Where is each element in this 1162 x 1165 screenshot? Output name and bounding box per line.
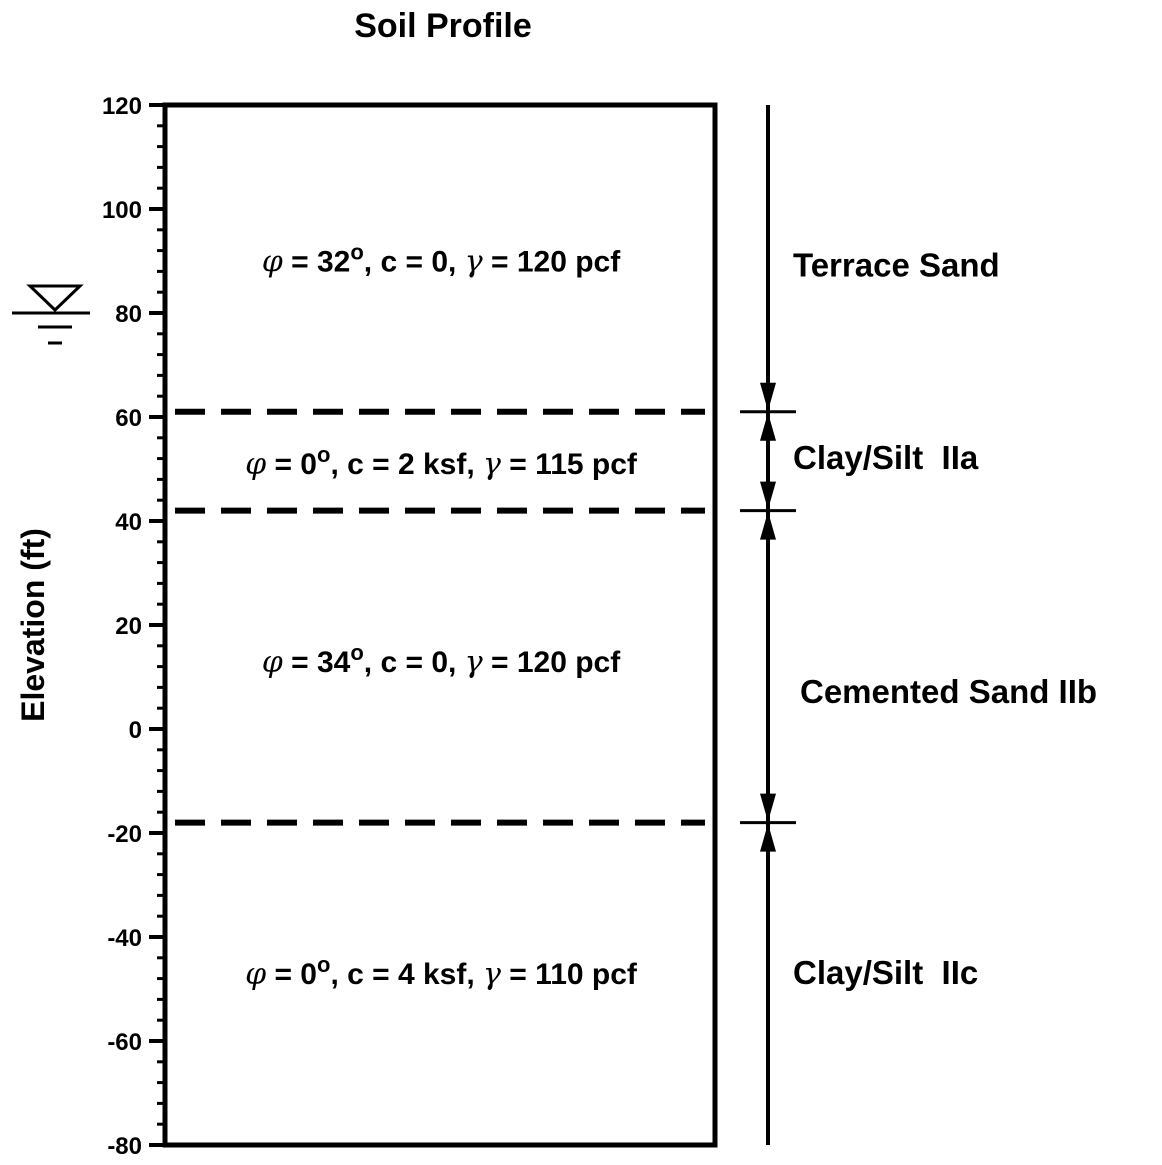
arrowhead (760, 382, 776, 411)
tick-label: -20 (107, 821, 142, 848)
greek-symbol: γ (483, 957, 501, 992)
layer-properties: φ = 0o, c = 4 ksf, γ = 110 pcf (245, 952, 638, 992)
degree-mark: o (317, 442, 330, 467)
degree-mark: o (317, 952, 330, 977)
property-text: , c = 0, (364, 245, 465, 278)
property-text: = 0 (266, 448, 317, 481)
arrowhead (760, 793, 776, 822)
layer-properties: φ = 32o, c = 0, γ = 120 pcf (262, 239, 621, 279)
y-axis-label: Elevation (ft) (15, 528, 51, 722)
water-table-symbol (12, 284, 90, 345)
property-text: , c = 0, (364, 646, 465, 679)
arrowhead (760, 412, 776, 441)
tick-label: 20 (115, 613, 142, 640)
greek-symbol: γ (483, 447, 501, 482)
greek-symbol: γ (465, 244, 483, 279)
layer-name: Cemented Sand IIb (800, 673, 1097, 710)
layer-name: Clay/Silt IIc (793, 954, 978, 991)
water-table-triangle (26, 284, 84, 313)
tick-label: -60 (107, 1029, 142, 1056)
degree-mark: o (350, 239, 363, 264)
soil-column-frame (162, 102, 718, 1148)
layer-properties: φ = 34o, c = 0, γ = 120 pcf (262, 640, 621, 680)
property-text: , c = 4 ksf, (330, 958, 483, 991)
property-text: = 120 pcf (483, 646, 622, 679)
y-axis-tick-labels: 120 100 80 60 40 20 0 -20 -40 -60 -80 (102, 93, 142, 1160)
property-text: , c = 2 ksf, (330, 448, 483, 481)
property-text: = 32 (283, 245, 351, 278)
property-text: = 0 (266, 958, 317, 991)
property-text: = 120 pcf (483, 245, 622, 278)
tick-label: 100 (102, 197, 142, 224)
layer-name: Terrace Sand (793, 247, 1000, 284)
tick-label: -40 (107, 925, 142, 952)
tick-label: 0 (129, 717, 142, 744)
property-text: = 115 pcf (501, 448, 638, 481)
arrowhead (760, 481, 776, 510)
tick-label: 40 (115, 509, 142, 536)
greek-symbol: φ (262, 244, 283, 279)
tick-label: 120 (102, 93, 142, 120)
greek-symbol: φ (245, 957, 266, 992)
degree-mark: o (350, 640, 363, 665)
layer-boundaries (175, 408, 705, 826)
tick-label: -80 (107, 1133, 142, 1160)
property-text: = 34 (283, 646, 351, 679)
tick-label: 80 (115, 301, 142, 328)
diagram-title: Soil Profile (354, 7, 532, 45)
greek-symbol: γ (465, 645, 483, 680)
layer-properties: φ = 0o, c = 2 ksf, γ = 115 pcf (245, 442, 638, 482)
layer-name: Clay/Silt IIa (793, 439, 979, 476)
tick-label: 60 (115, 405, 142, 432)
layer-dimension-arrows (740, 105, 796, 1145)
greek-symbol: φ (245, 447, 266, 482)
property-text: = 110 pcf (501, 958, 638, 991)
greek-symbol: φ (262, 645, 283, 680)
arrowhead (760, 511, 776, 540)
arrowhead (760, 823, 776, 852)
